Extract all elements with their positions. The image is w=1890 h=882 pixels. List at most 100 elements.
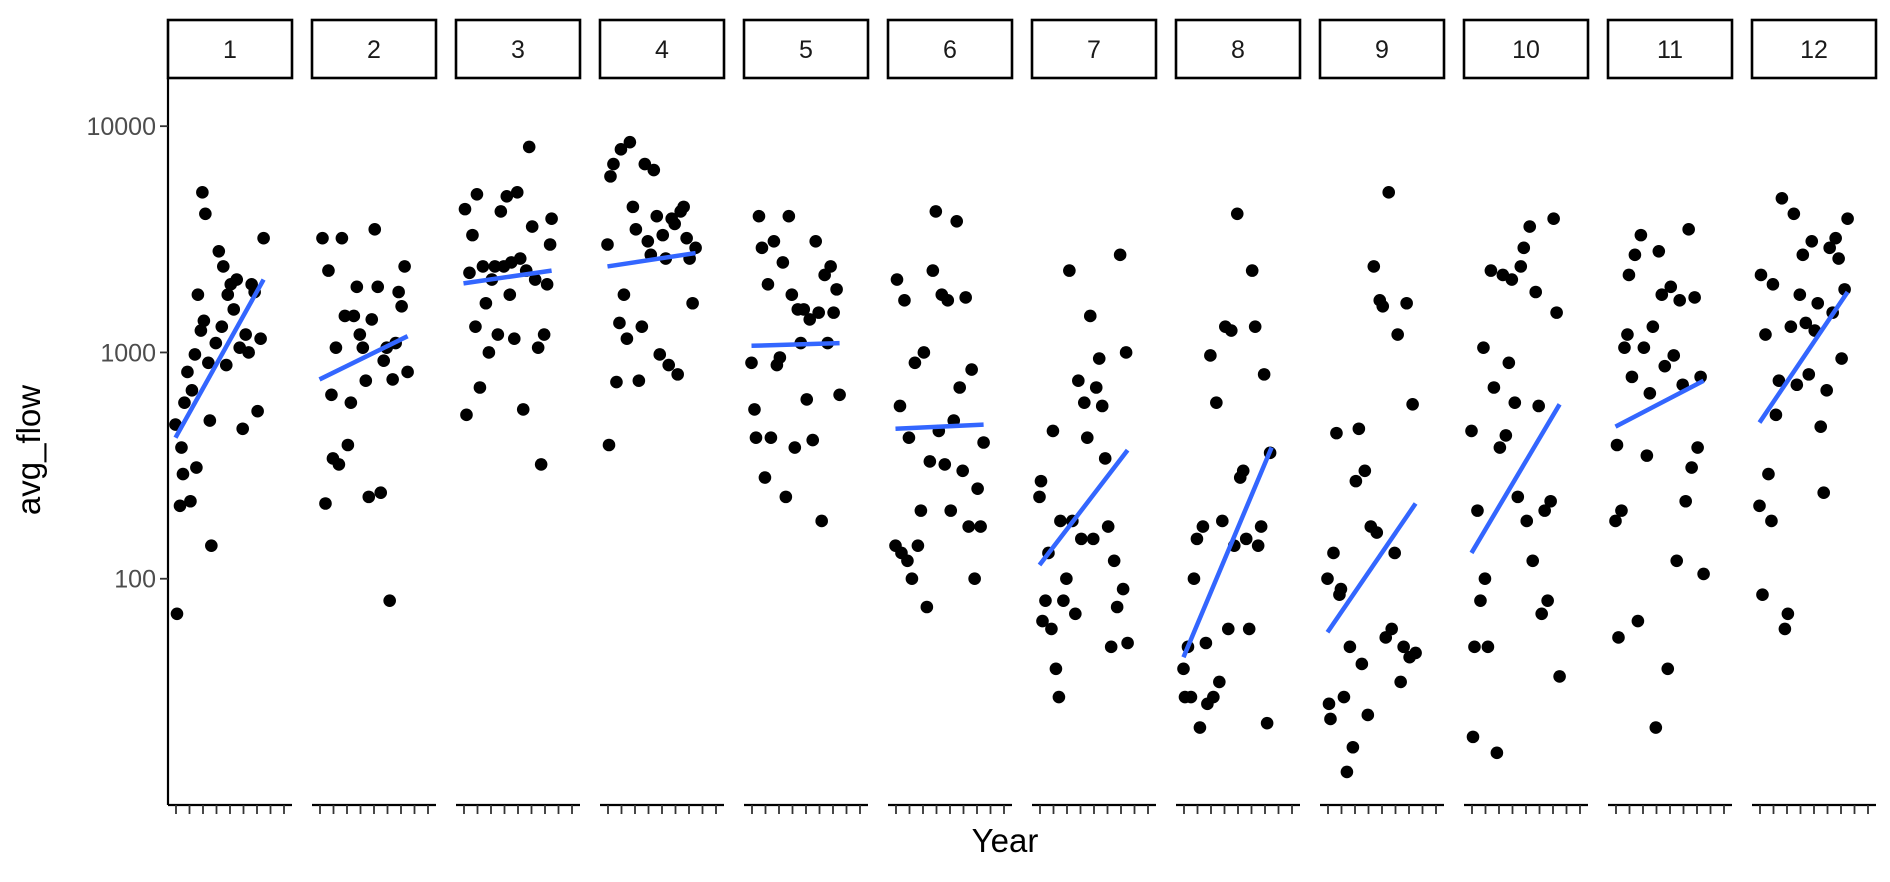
data-point [1784,320,1798,333]
data-point [1544,494,1557,508]
data-point [1245,264,1259,277]
data-point [908,356,922,370]
data-point [1688,291,1701,304]
data-point [797,303,811,316]
data-point [1388,546,1401,560]
data-point [1361,708,1375,722]
data-point [953,381,967,394]
data-point [1236,464,1250,478]
y-tick-label: 10000 [86,113,156,141]
data-point [758,471,772,484]
data-point [1820,384,1833,397]
data-point [500,189,514,203]
data-point [458,202,472,216]
facet-strip-12 [1750,18,1878,80]
facet-strip-label-7: 7 [1087,36,1101,64]
data-point [749,431,763,445]
data-point [1478,572,1492,586]
data-point [190,461,203,474]
data-point [1101,520,1115,533]
data-point [613,316,626,330]
data-point [1646,320,1660,333]
data-point [540,278,554,291]
data-point [1116,582,1130,596]
data-point [1193,721,1207,734]
data-point [803,313,817,326]
data-point [176,467,190,481]
data-point [901,554,914,568]
data-point [1110,600,1124,614]
data-point [401,365,414,379]
data-point [181,365,194,379]
data-point [335,231,349,245]
data-point [216,260,230,273]
data-point [656,228,670,242]
data-point [1520,514,1534,528]
data-point [1063,264,1076,277]
data-point [251,404,264,418]
data-point [1052,690,1066,704]
data-point [1340,765,1354,779]
facet-strip-label-2: 2 [367,36,381,64]
data-point [1697,567,1710,581]
data-point [221,288,235,301]
data-point [1343,640,1357,654]
facet-strip-label-5: 5 [799,36,813,64]
data-point [1397,640,1410,654]
data-point [1224,324,1238,337]
data-point [1670,554,1684,568]
data-point [1210,396,1223,409]
data-point [257,231,270,245]
data-point [1033,490,1046,504]
data-point [752,209,766,223]
data-point [359,374,373,388]
data-point [800,393,814,406]
data-point [1618,341,1631,354]
data-point [1621,328,1634,341]
facet-panel-3: 3 [454,18,582,814]
data-point [476,260,490,273]
facet-strip-label-4: 4 [655,36,669,64]
data-point [543,238,557,251]
data-point [491,328,505,341]
data-point [1121,636,1134,650]
data-point [1196,520,1210,533]
data-point [1119,346,1133,359]
data-point [1615,504,1628,517]
facet-strip-label-10: 10 [1512,36,1540,64]
data-point [1640,449,1654,462]
data-point [1465,424,1478,438]
data-point [525,220,539,233]
data-point [350,280,364,294]
data-point [1481,640,1495,654]
data-point [1089,381,1103,394]
data-point [522,140,536,154]
x-axis-title: Year [972,822,1039,859]
data-point [1367,260,1381,273]
data-point [1054,514,1067,528]
data-point [1242,622,1256,636]
data-point [1075,532,1088,546]
data-point [1327,546,1340,560]
data-point [1823,241,1836,255]
data-point [1762,467,1775,481]
data-point [1239,532,1253,546]
data-point [1382,186,1396,199]
data-point [1190,532,1204,546]
data-point [686,296,699,310]
data-point [230,273,244,286]
data-point [671,368,684,381]
data-point [1765,514,1778,528]
data-point [212,244,226,258]
data-point [205,539,218,552]
data-point [1057,594,1070,607]
facet-panel-1: 1 [166,18,294,814]
data-point [377,354,391,367]
data-point [1260,716,1274,730]
data-point [959,291,972,304]
data-point [617,288,631,301]
facet-panel-4: 4 [598,18,726,814]
facet-panel-10: 10 [1462,18,1590,814]
data-point [944,504,958,517]
